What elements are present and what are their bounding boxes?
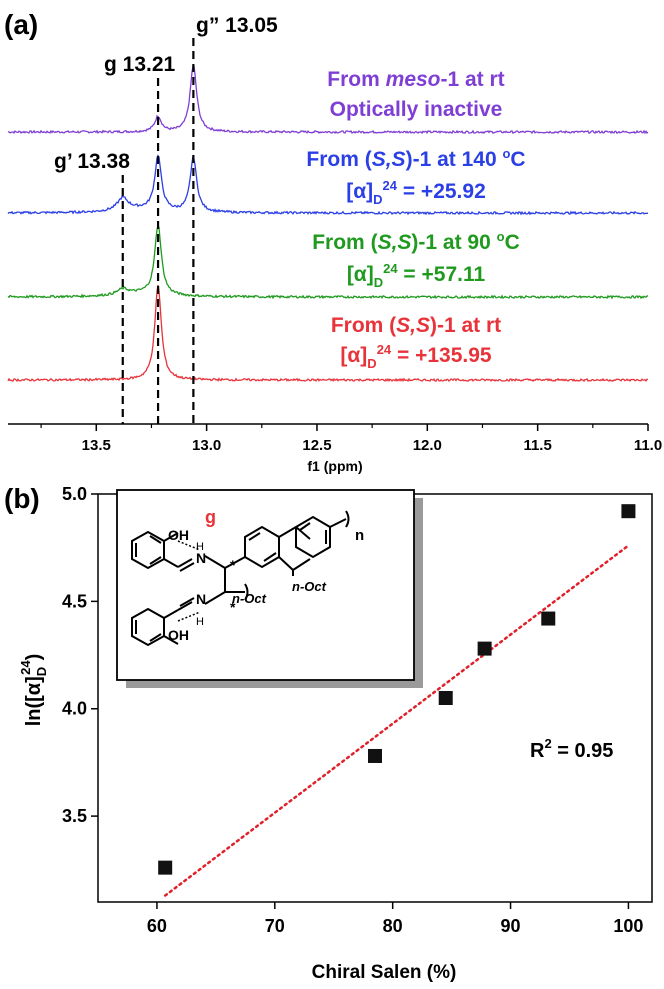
trace-3: [7, 284, 649, 383]
stereo-star-top: *: [230, 557, 236, 573]
panel-a-tick-label-2: 12.5: [302, 437, 331, 454]
nmr-traces: [7, 65, 649, 383]
peak-label-g-prime: g’ 13.38: [54, 150, 130, 173]
panel-b-y-tick-label-1: 4.0: [62, 699, 87, 719]
inset-box: [116, 489, 415, 681]
stereo-star-bottom: *: [230, 599, 236, 615]
peak-reference-lines: [121, 38, 195, 424]
trace-label-meso-line1: From meso-1 at rt: [327, 68, 504, 91]
trace-label-rt-line1: From (S,S)-1 at rt: [331, 314, 501, 337]
g-proton-label: g: [205, 507, 216, 527]
trace-0: [7, 65, 649, 135]
panel-b-axes: 60 70 80 90 100 3.5 4.0 4.5 5.0: [62, 484, 643, 936]
trace-label-90-line2: [α]D24 = +57.11: [347, 261, 486, 290]
panel-b-x-axis-label: Chiral Salen (%): [312, 962, 457, 983]
panel-a-tick-label-1: 13.0: [192, 437, 221, 454]
panel-b-y-axis-label: ln([α]D24): [18, 654, 49, 727]
panel-b-y-tick-label-0: 3.5: [62, 806, 87, 826]
h-bottom: H: [196, 616, 204, 628]
fit-line: [163, 544, 630, 897]
repeat-n: n: [355, 527, 364, 544]
panel-b-y-tick-label-3: 5.0: [62, 484, 87, 504]
peak-label-g: g 13.21: [104, 53, 176, 76]
trace-label-rt-line2: [α]D24 = +135.95: [340, 342, 492, 371]
trace-2: [7, 222, 649, 300]
panel-a-label: (a): [4, 9, 38, 40]
structure-inset: OH OH N N H H * * g n n-Oct n-Oct: [116, 489, 423, 688]
panel-b-x-tick-label-1: 70: [265, 916, 285, 936]
panel-b-x-tick-label-2: 80: [383, 916, 403, 936]
n-bottom: N: [196, 591, 206, 607]
panel-b-label: (b): [4, 483, 40, 514]
n-top: N: [196, 550, 206, 566]
data-point-2: [438, 691, 453, 705]
data-point-1: [368, 748, 382, 763]
trace-label-140-line2: [α]D24 = +25.92: [346, 178, 486, 207]
data-points: [158, 504, 636, 875]
oh-bottom: OH: [168, 627, 189, 643]
panel-b-y-tick-label-2: 4.5: [62, 591, 87, 611]
trace-1: [7, 154, 649, 216]
fit-line-segment: [163, 544, 630, 897]
structure-bonds: [131, 510, 350, 647]
h-top: H: [196, 541, 204, 553]
panel-a-x-axis-label: f1 (ppm): [307, 458, 362, 474]
data-point-5: [621, 504, 636, 519]
octyl-2: n-Oct: [292, 579, 327, 594]
panel-a-tick-label-3: 12.0: [413, 437, 442, 454]
r-squared-annotation: R2 = 0.95: [530, 736, 613, 762]
panel-b-x-tick-label-4: 100: [613, 916, 643, 936]
data-point-4: [541, 611, 556, 626]
peak-label-g-double-prime: g” 13.05: [196, 14, 278, 37]
trace-label-140-line1: From (S,S)-1 at 140 oC: [306, 146, 525, 171]
data-point-0: [158, 860, 173, 875]
panel-a-tick-label-4: 11.5: [523, 437, 551, 454]
panel-a-tick-label-0: 13.5: [82, 437, 111, 454]
panel-a-tick-label-5: 11.0: [634, 437, 662, 454]
panel-b-x-tick-label-3: 90: [501, 916, 521, 936]
oh-top: OH: [168, 527, 189, 543]
trace-label-meso-line2: Optically inactive: [330, 98, 503, 121]
data-point-3: [477, 641, 492, 656]
octyl-1: n-Oct: [232, 591, 267, 606]
trace-label-90-line1: From (S,S)-1 at 90 oC: [312, 229, 520, 254]
panel-a-x-ticks: 13.5 13.0 12.5 12.0 11.5 11.0: [40, 424, 662, 454]
panel-b-x-tick-label-0: 60: [147, 916, 167, 936]
